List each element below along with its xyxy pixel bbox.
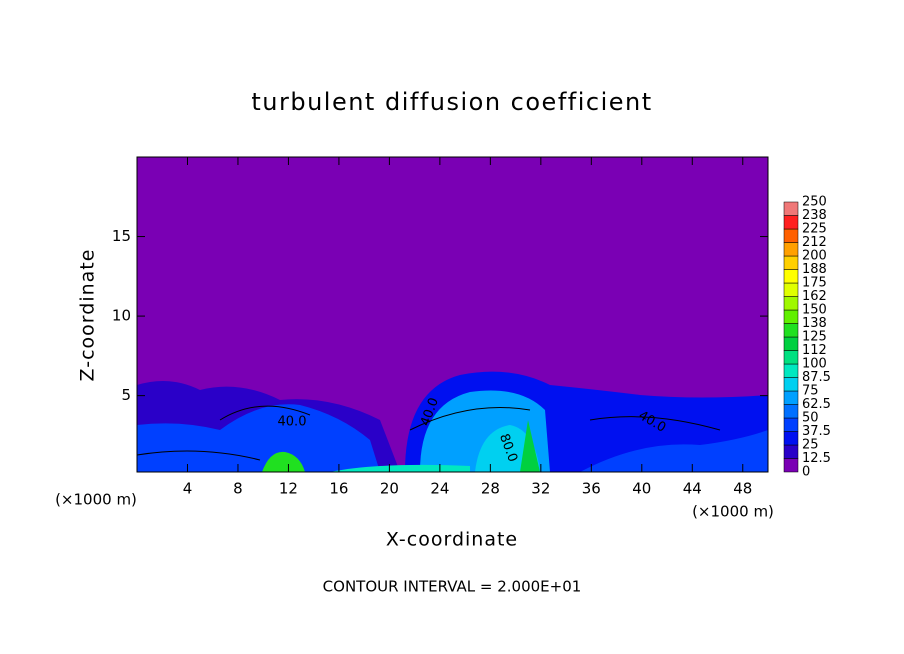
colorbar-label: 175: [802, 276, 827, 291]
colorbar-label: 250: [802, 195, 827, 210]
colorbar-label: 75: [802, 384, 819, 399]
colorbar-label: 50: [802, 411, 819, 426]
colorbar-label: 225: [802, 222, 827, 237]
colorbar-band: [783, 390, 799, 405]
field-region: [330, 464, 470, 472]
colorbar-band: [783, 269, 799, 284]
colorbar-band: [783, 201, 799, 216]
colorbar-label: 212: [802, 235, 827, 250]
colorbar-label: 125: [802, 330, 827, 345]
colorbar-band: [783, 296, 799, 311]
y-unit: (×1000 m): [55, 491, 137, 509]
x-tick-label: 16: [329, 480, 348, 498]
y-axis-label: Z-coordinate: [77, 249, 99, 382]
contour-line: [136, 405, 721, 461]
colorbar-label: 200: [802, 249, 827, 264]
colorbar-label: 37.5: [802, 424, 831, 439]
field-region: [580, 430, 768, 472]
colorbar-band: [783, 444, 799, 459]
colorbar-label: 238: [802, 208, 827, 223]
field-region: [262, 451, 305, 472]
colorbar-label: 100: [802, 357, 827, 372]
x-tick-label: 48: [733, 480, 752, 498]
y-tick-label: 5: [121, 386, 131, 404]
colorbar-band: [783, 404, 799, 419]
colorbar-band: [783, 323, 799, 338]
colorbar-band: [783, 336, 799, 351]
colorbar-band: [783, 458, 799, 473]
colorbar-band: [783, 309, 799, 324]
footer: CONTOUR INTERVAL = 2.000E+01: [323, 578, 582, 596]
colorbar-label: 87.5: [802, 370, 831, 385]
colorbar-band: [783, 282, 799, 297]
x-tick-label: 36: [582, 480, 601, 498]
colorbar-band: [783, 228, 799, 243]
colorbar-band: [783, 255, 799, 270]
colorbar-band: [783, 363, 799, 378]
y-tick-label: 10: [112, 307, 131, 325]
colorbar-label: 138: [802, 316, 827, 331]
chart-title: turbulent diffusion coefficient: [251, 88, 652, 116]
colorbar-band: [783, 431, 799, 446]
x-axis-label: X-coordinate: [386, 529, 518, 551]
colorbar-label: 25: [802, 438, 819, 453]
x-tick-label: 4: [183, 480, 193, 498]
colorbar-label: 188: [802, 262, 827, 277]
colorbar-label: 62.5: [802, 397, 831, 412]
field-region: [137, 404, 380, 472]
colorbar-band: [783, 350, 799, 365]
plot-frame: [136, 156, 769, 473]
colorbar-band: [783, 417, 799, 432]
field-region: [520, 420, 540, 472]
colorbar-label: 150: [802, 303, 827, 318]
x-tick-label: 44: [683, 480, 702, 498]
x-tick-label: 12: [279, 480, 298, 498]
x-tick-label: 24: [430, 480, 449, 498]
colorbar-label: 0: [802, 465, 810, 480]
field: [136, 157, 768, 472]
colorbar-label: 112: [802, 343, 827, 358]
x-unit: (×1000 m): [692, 503, 774, 521]
x-tick-label: 20: [380, 480, 399, 498]
colorbar-label: 162: [802, 289, 827, 304]
y-tick-label: 15: [112, 227, 131, 245]
colorbar-band: [783, 242, 799, 257]
contour-label: 40.0: [278, 415, 307, 430]
x-tick-label: 40: [632, 480, 651, 498]
colorbar-band: [783, 377, 799, 392]
colorbar-label: 12.5: [802, 451, 831, 466]
x-tick-label: 32: [531, 480, 550, 498]
x-tick-label: 28: [481, 480, 500, 498]
colorbar-band: [783, 215, 799, 230]
x-tick-label: 8: [233, 480, 243, 498]
